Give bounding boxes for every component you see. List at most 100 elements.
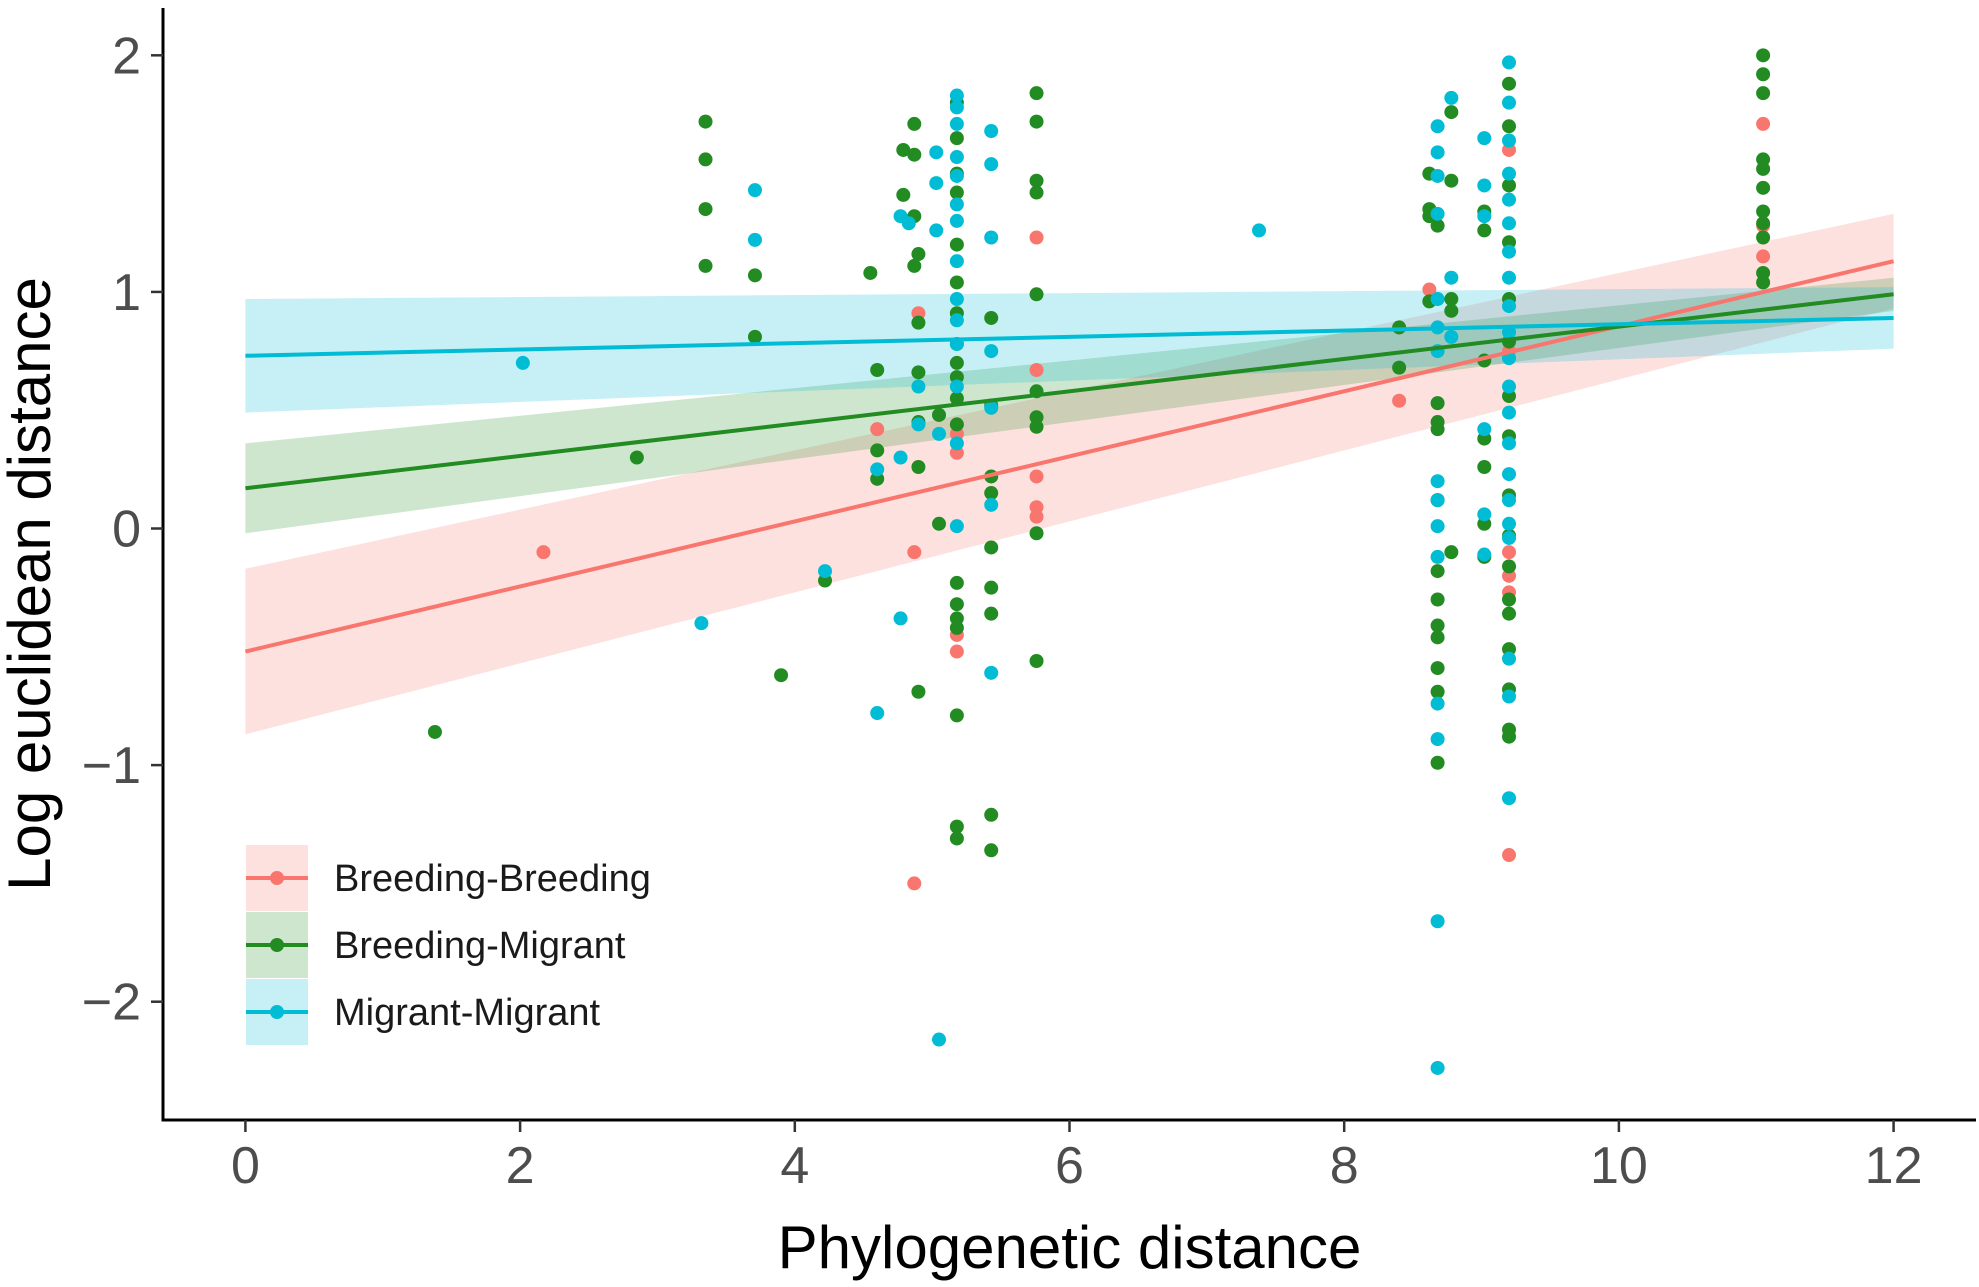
confidence-bands	[245, 213, 1894, 735]
data-point	[932, 407, 947, 422]
data-point	[1502, 405, 1517, 420]
data-point	[1430, 732, 1445, 747]
data-point	[1502, 848, 1517, 863]
data-point	[1477, 223, 1492, 238]
data-point	[1430, 684, 1445, 699]
data-point	[1502, 592, 1517, 607]
data-point	[907, 147, 922, 162]
data-point	[929, 176, 944, 191]
data-point	[1029, 114, 1044, 129]
y-axis-title: Log euclidean distance	[0, 277, 63, 891]
data-point	[949, 708, 964, 723]
data-point	[911, 417, 926, 432]
data-point	[1756, 67, 1771, 82]
data-point	[536, 545, 551, 560]
data-point	[870, 443, 885, 458]
data-point	[1029, 526, 1044, 541]
data-point	[949, 313, 964, 328]
data-point	[698, 258, 713, 273]
data-point	[1430, 630, 1445, 645]
data-point	[1430, 1060, 1445, 1075]
data-point	[949, 150, 964, 165]
data-point	[949, 620, 964, 635]
legend-label: Breeding-Breeding	[334, 858, 651, 900]
data-point	[1444, 292, 1459, 307]
data-point	[629, 450, 644, 465]
data-point	[698, 202, 713, 217]
data-point	[1477, 422, 1492, 437]
x-tick-label: 6	[1055, 1137, 1084, 1195]
data-point	[1502, 545, 1517, 560]
data-point	[901, 216, 916, 231]
data-point	[1477, 507, 1492, 522]
data-point	[1477, 459, 1492, 474]
data-point	[1430, 145, 1445, 160]
data-point	[1029, 287, 1044, 302]
data-point	[1422, 282, 1437, 297]
data-point	[949, 131, 964, 146]
data-point	[896, 142, 911, 157]
x-tick-label: 12	[1865, 1137, 1923, 1195]
data-point	[1430, 218, 1445, 233]
data-point	[911, 365, 926, 380]
data-point	[1029, 86, 1044, 101]
data-point	[1430, 914, 1445, 929]
data-point	[870, 362, 885, 377]
data-point	[1502, 530, 1517, 545]
data-point	[929, 223, 944, 238]
data-point	[694, 616, 709, 631]
data-point	[1477, 547, 1492, 562]
data-point	[932, 1032, 947, 1047]
data-point	[1444, 270, 1459, 285]
data-point	[1502, 76, 1517, 91]
data-point	[1502, 729, 1517, 744]
data-point	[911, 459, 926, 474]
data-point	[1444, 105, 1459, 120]
data-point	[747, 268, 762, 283]
data-point	[949, 436, 964, 451]
data-point	[1029, 185, 1044, 200]
data-point	[984, 665, 999, 680]
data-point	[949, 168, 964, 183]
data-point	[949, 237, 964, 252]
data-point	[949, 254, 964, 269]
data-point	[896, 187, 911, 202]
data-point	[1430, 119, 1445, 134]
data-point	[1502, 791, 1517, 806]
data-point	[1444, 90, 1459, 105]
data-point	[1430, 755, 1445, 770]
data-point	[1756, 48, 1771, 63]
x-tick-label: 4	[780, 1137, 809, 1195]
data-point	[1029, 230, 1044, 245]
legend-marker	[270, 871, 284, 885]
data-point	[1430, 549, 1445, 564]
data-point	[1430, 474, 1445, 489]
data-point	[907, 258, 922, 273]
data-point	[1502, 559, 1517, 574]
data-point	[932, 516, 947, 531]
data-point	[949, 597, 964, 612]
data-point	[907, 545, 922, 560]
x-axis-title: Phylogenetic distance	[778, 1214, 1362, 1281]
data-point	[1502, 119, 1517, 134]
data-point	[515, 355, 530, 370]
data-point	[1477, 131, 1492, 146]
data-point	[1252, 223, 1267, 238]
data-point	[1392, 360, 1407, 375]
data-point	[747, 329, 762, 344]
data-point	[747, 183, 762, 198]
data-point	[1430, 292, 1445, 307]
x-tick-label: 10	[1590, 1137, 1648, 1195]
data-point	[1756, 180, 1771, 195]
data-point	[911, 379, 926, 394]
data-point	[1392, 393, 1407, 408]
data-point	[949, 88, 964, 103]
data-point	[984, 580, 999, 595]
data-point	[1756, 86, 1771, 101]
data-point	[1756, 204, 1771, 219]
data-point	[911, 315, 926, 330]
y-tick-label: 0	[112, 501, 141, 559]
data-point	[949, 391, 964, 406]
data-point	[984, 486, 999, 501]
